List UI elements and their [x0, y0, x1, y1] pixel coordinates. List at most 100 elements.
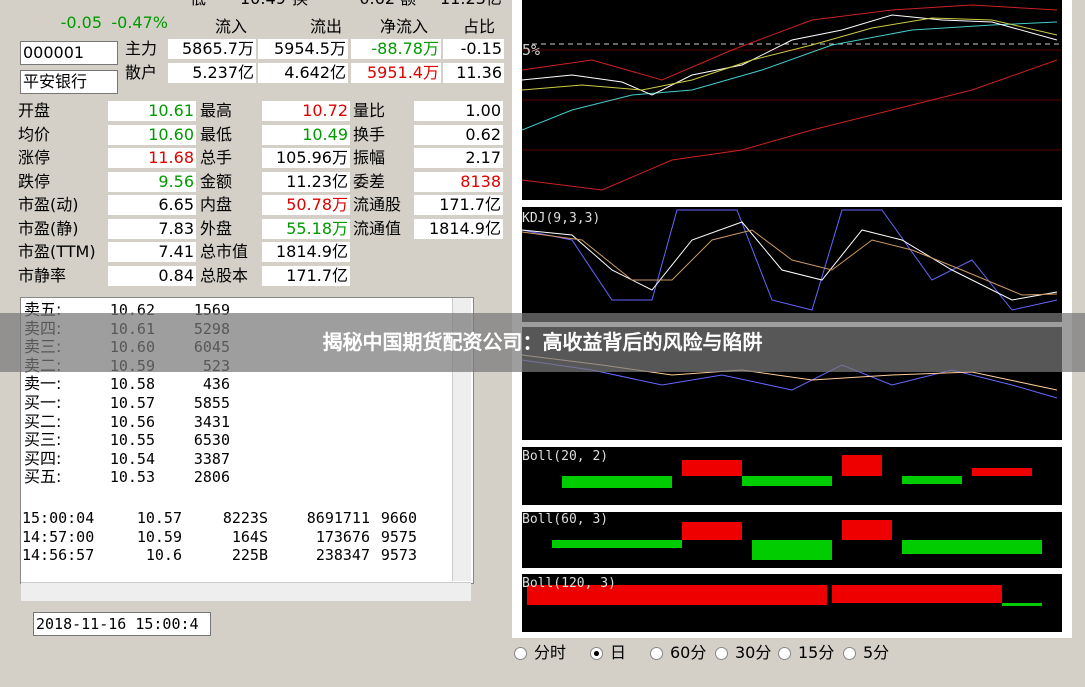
stat-value: 10.72	[262, 101, 350, 121]
stat-label: 最低	[200, 124, 233, 144]
book-side: 买二:	[24, 411, 62, 431]
book-price: 10.56	[109, 412, 155, 431]
top-cut: 0.62	[345, 0, 395, 9]
code-input[interactable]: 000001	[20, 41, 118, 65]
period-option[interactable]: 日	[610, 643, 627, 662]
stat-value: 171.7亿	[262, 265, 350, 286]
ma	[521, 21, 1058, 131]
ma	[521, 14, 1058, 96]
change: -0.05	[60, 13, 102, 32]
trade-cell: 15:00:04	[22, 509, 95, 527]
flow-header: 占比	[463, 17, 496, 36]
period-option[interactable]: 30分	[735, 643, 772, 662]
flow-value: 5865.7万	[168, 39, 256, 59]
top-cut: 10.49	[240, 0, 286, 9]
stat-value: 171.7亿	[414, 195, 503, 215]
h-scrollbar[interactable]	[21, 582, 471, 601]
stat-value: 0.84	[108, 265, 196, 286]
trade-cell: 8691711	[306, 509, 370, 527]
stat-value: 105.96万	[262, 148, 350, 168]
indicator-label: KDJ(9,3,3)	[522, 211, 601, 226]
stat-label: 量比	[353, 101, 386, 120]
trade-cell: 225B	[231, 546, 268, 565]
banner: 揭秘中国期货配资公司：高收益背后的风险与陷阱	[0, 313, 1085, 372]
radio[interactable]	[590, 647, 603, 660]
indicator-label: Boll(120, 3)	[522, 576, 616, 591]
flow-value: 5.237亿	[168, 63, 256, 83]
stat-value: 6.65	[108, 195, 196, 215]
book-volume: 3431	[193, 412, 230, 431]
stat-value: 1814.9亿	[414, 218, 503, 239]
flow-header: 净流入	[380, 17, 429, 36]
stat-value: 55.18万	[262, 218, 350, 239]
radio[interactable]	[778, 647, 791, 660]
trade-cell: 10.59	[136, 527, 182, 546]
stat-value: 7.41	[108, 242, 196, 262]
book-side: 卖一:	[24, 374, 62, 394]
trade-cell: 173676	[315, 527, 370, 546]
stat-label: 总市值	[200, 242, 249, 261]
indicator-label: Boll(60, 3)	[522, 512, 609, 527]
stat-label: 均价	[18, 124, 51, 144]
stat-label: 跌停	[18, 171, 51, 191]
indicator-label: Boll(20, 2)	[522, 449, 609, 464]
flow-value: -88.78万	[351, 39, 441, 59]
book-side: 买三:	[24, 430, 62, 450]
radio[interactable]	[715, 647, 728, 660]
stat-label: 最高	[200, 101, 233, 120]
flow-value: 11.36	[443, 63, 504, 83]
radio[interactable]	[514, 647, 527, 660]
book-volume: 436	[202, 375, 230, 394]
trade-cell: 14:56:57	[22, 546, 95, 565]
trade-cell: 10.57	[136, 509, 182, 527]
period-option[interactable]: 分时	[534, 643, 567, 662]
stat-label: 外盘	[200, 218, 233, 238]
stat-label: 开盘	[18, 101, 51, 120]
period-option[interactable]: 60分	[670, 643, 707, 662]
radio[interactable]	[843, 647, 856, 660]
stat-label: 委差	[353, 171, 386, 191]
flow-value: 5954.5万	[258, 39, 348, 59]
trade-cell: 9573	[380, 546, 417, 565]
stat-value: 2.17	[414, 148, 503, 168]
top-cut: 低	[190, 0, 206, 9]
period-option[interactable]: 5分	[863, 643, 890, 662]
stat-label: 市盈(TTM)	[18, 242, 96, 261]
flow-label: 散户	[125, 63, 158, 82]
top-cut: 额	[400, 0, 416, 9]
book-volume: 5855	[193, 394, 230, 412]
period-option[interactable]: 15分	[798, 643, 835, 662]
trade-cell: 14:57:00	[22, 527, 95, 546]
charts	[521, 0, 1062, 632]
change-pct: -0.47%	[111, 13, 168, 32]
kdj-d	[521, 229, 1058, 296]
radio[interactable]	[650, 647, 663, 660]
flow-value: 4.642亿	[258, 63, 348, 83]
ind-line	[521, 359, 1058, 399]
book-price: 10.54	[109, 449, 155, 468]
book-price: 10.57	[109, 394, 155, 412]
flow-value: -0.15	[443, 39, 504, 59]
stat-label: 总手	[200, 148, 233, 167]
stat-value: 50.78万	[262, 195, 350, 215]
book-price: 10.55	[109, 431, 155, 450]
trade-cell: 9575	[380, 527, 417, 546]
stat-value: 0.62	[414, 124, 503, 145]
stat-label: 流通股	[353, 195, 402, 214]
ma	[521, 17, 1058, 91]
stat-value: 1814.9亿	[262, 242, 350, 262]
stat-label: 内盘	[200, 195, 233, 214]
stat-value: 10.60	[108, 124, 196, 145]
stat-value: 1.00	[414, 101, 503, 121]
stat-label: 市盈(动)	[18, 195, 79, 214]
trade-cell: 10.6	[145, 546, 182, 565]
stat-value: 10.49	[262, 124, 350, 145]
name-box: 平安银行	[20, 70, 118, 94]
kdj-j	[521, 209, 1058, 311]
kdj-k	[521, 221, 1058, 301]
book-side: 买四:	[24, 448, 62, 468]
trade-cell: 8223S	[222, 509, 268, 527]
top-cut: 11.23亿	[440, 0, 502, 9]
boll-lower	[521, 59, 1058, 191]
stat-value: 9.56	[108, 171, 196, 192]
